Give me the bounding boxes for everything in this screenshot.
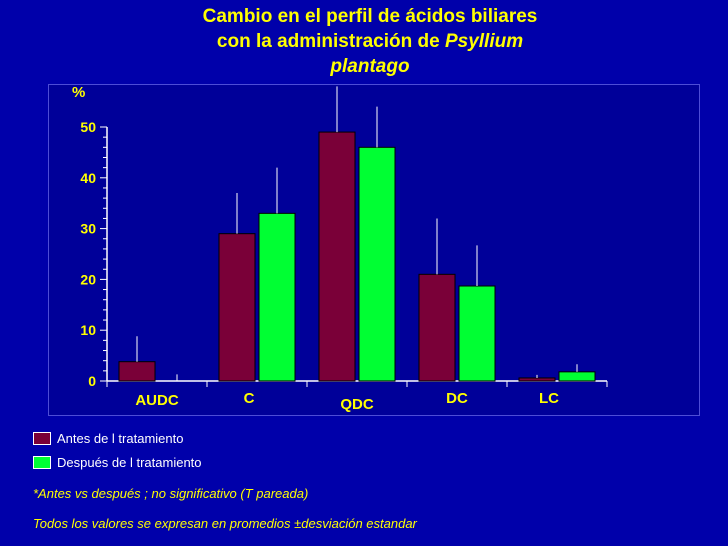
legend-label-after: Después de l tratamiento <box>57 455 202 470</box>
title-line-2: con la administración de Psyllium <box>100 29 640 54</box>
y-tick-label: 50 <box>80 119 96 135</box>
y-axis-unit-label: % <box>72 84 86 101</box>
title-line-3: plantago <box>330 56 410 77</box>
bar-after <box>258 212 296 382</box>
title-line-2-italic: Psyllium <box>444 31 524 52</box>
x-axis <box>106 380 608 387</box>
y-tick-label: 30 <box>80 221 96 237</box>
x-tick-label: AUDC <box>135 392 178 409</box>
bar-before <box>218 233 256 382</box>
y-tick-label: 40 <box>80 170 96 186</box>
y-tick-label: 0 <box>88 373 96 389</box>
legend-item-after: Después de l tratamiento <box>33 455 202 470</box>
values-note: Todos los valores se expresan en promedi… <box>33 516 417 531</box>
legend-item-before: Antes de l tratamiento <box>33 431 183 446</box>
x-tick-label: DC <box>446 390 468 407</box>
bar-before <box>518 377 556 382</box>
bar-after <box>458 285 496 382</box>
y-axis <box>100 126 108 382</box>
legend-label-before: Antes de l tratamiento <box>57 431 184 446</box>
x-tick-label: C <box>244 390 255 407</box>
x-tick-label: QDC <box>340 396 374 413</box>
labels: 0 10 20 30 40 50 AUDC C QDC DC LC <box>80 119 559 413</box>
legend-swatch-after <box>33 456 51 469</box>
legend-swatch-before <box>33 432 51 445</box>
title-line-2-prefix: con la administración de <box>216 31 445 52</box>
bar-before <box>118 361 156 382</box>
y-tick-label: 20 <box>80 271 96 287</box>
bar-before <box>318 131 356 382</box>
x-tick-label: LC <box>539 390 559 407</box>
y-tick-label: 10 <box>80 322 96 338</box>
title-line-1: Cambio en el perfil de ácidos biliares <box>202 6 538 27</box>
bar-after <box>558 371 596 382</box>
chart-title: Cambio en el perfil de ácidos biliares c… <box>100 4 640 79</box>
bars <box>118 86 596 382</box>
bar-after <box>358 146 396 382</box>
bar-before <box>418 273 456 382</box>
significance-note: *Antes vs después ; no significativo (T … <box>33 486 309 501</box>
